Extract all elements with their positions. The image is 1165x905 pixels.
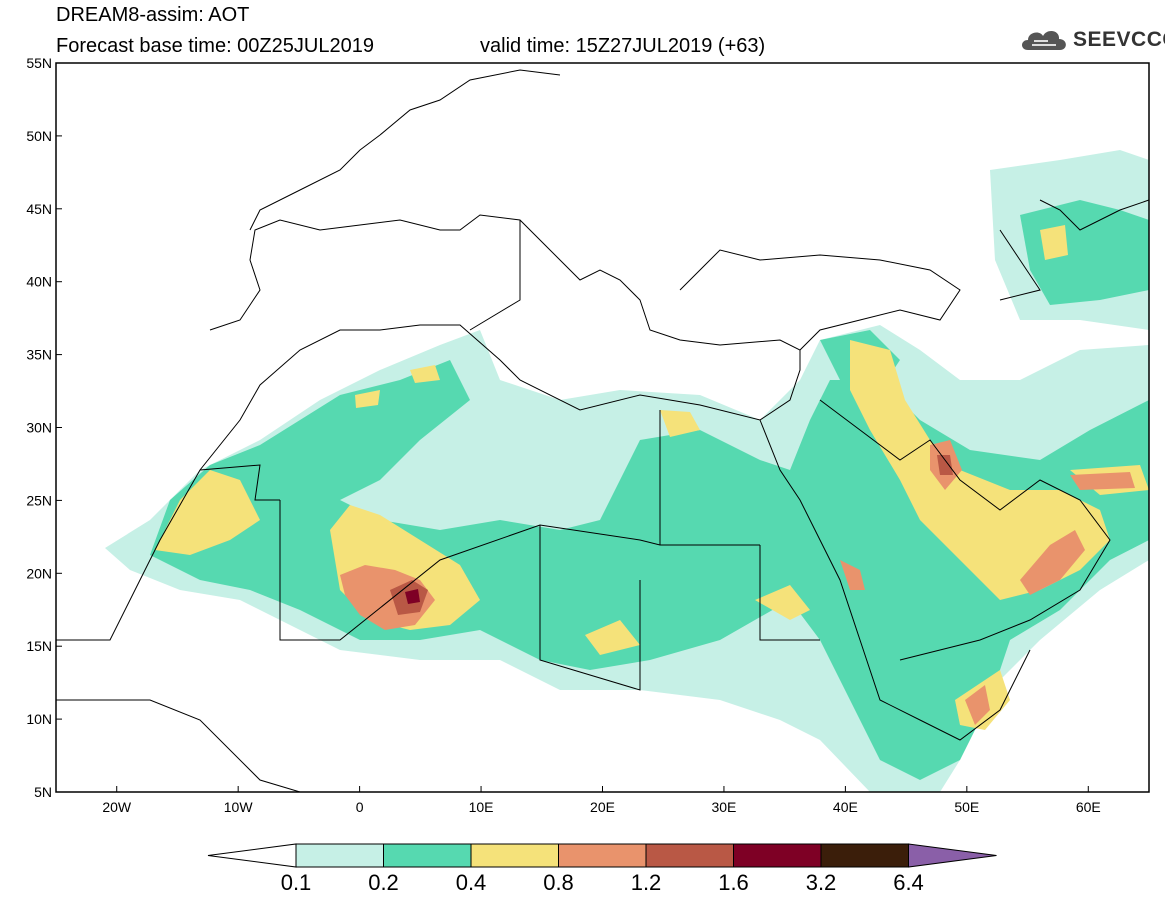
lat-tick-label: 20N [26, 565, 52, 581]
colorbar-label: 0.2 [368, 870, 399, 895]
colorbar [207, 843, 997, 868]
lat-tick-label: 45N [26, 201, 52, 217]
lon-tick-label: 10W [224, 799, 254, 815]
colorbar-box [558, 843, 647, 868]
forecast-base-time: Forecast base time: 00Z25JUL2019 [56, 35, 374, 57]
logo-text: SEEVCCC [1073, 28, 1165, 51]
lat-tick-label: 5N [34, 784, 52, 800]
lat-tick-label: 15N [26, 638, 52, 654]
lat-tick-label: 25N [26, 492, 52, 508]
colorbar-label: 0.4 [455, 870, 487, 895]
coastlines [56, 69, 1149, 792]
lon-tick-label: 40E [833, 799, 858, 815]
lat-tick-label: 50N [26, 128, 52, 144]
colorbar-box [733, 843, 822, 868]
cloud-icon [1022, 30, 1066, 50]
colorbar-label: 0.1 [280, 870, 312, 895]
lon-tick-label: 20E [590, 799, 615, 815]
colorbar-over-triangle [908, 843, 997, 868]
lon-tick-label: 60E [1076, 799, 1101, 815]
aot-shading [105, 150, 1149, 792]
lon-tick-label: 10E [469, 799, 494, 815]
colorbar-label: 1.6 [718, 870, 749, 895]
lon-tick-label: 20W [102, 799, 132, 815]
lat-tick-label: 10N [26, 711, 52, 727]
lon-tick-label: 50E [954, 799, 979, 815]
map-title: DREAM8-assim: AOT [56, 4, 250, 26]
lon-tick-label: 30E [711, 799, 736, 815]
colorbar-label: 1.2 [630, 870, 662, 895]
lat-tick-label: 55N [26, 55, 52, 71]
lon-tick-label: 0 [356, 799, 364, 815]
seevccc-logo: SEEVCCC [1018, 24, 1165, 56]
colorbar-box [295, 843, 384, 868]
colorbar-label: 0.8 [543, 870, 574, 895]
lat-tick-label: 40N [26, 274, 52, 290]
colorbar-box [820, 843, 909, 868]
latitude-axis: 55N 50N 45N 40N 35N 30N 25N 20N 15N 10N 5N [26, 55, 62, 800]
aot-level-1.6 [405, 589, 420, 604]
valid-time: valid time: 15Z27JUL2019 (+63) [480, 35, 766, 57]
colorbar-box [470, 843, 559, 868]
colorbar-box [645, 843, 734, 868]
lat-tick-label: 30N [26, 420, 52, 436]
colorbar-label: 6.4 [893, 870, 924, 895]
colorbar-box [383, 843, 472, 868]
lat-tick-label: 35N [26, 347, 52, 363]
longitude-axis: 20W 10W 0 10E 20E 30E 40E 50E 60E [102, 786, 1101, 815]
colorbar-label: 3.2 [805, 870, 837, 895]
colorbar-under-triangle [207, 843, 297, 868]
